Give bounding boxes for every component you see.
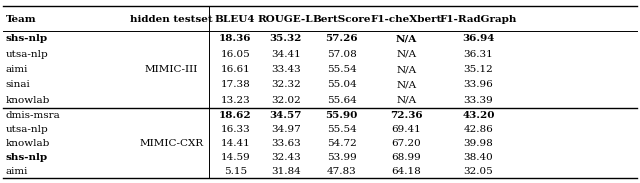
Text: knowlab: knowlab	[6, 139, 50, 148]
Text: 18.36: 18.36	[219, 34, 252, 43]
Text: 42.86: 42.86	[463, 125, 493, 134]
Text: 17.38: 17.38	[220, 80, 250, 89]
Text: sinai: sinai	[6, 80, 31, 89]
Text: N/A: N/A	[396, 96, 417, 105]
Text: 55.54: 55.54	[327, 125, 356, 134]
Text: 33.43: 33.43	[271, 65, 301, 74]
Text: 33.96: 33.96	[463, 80, 493, 89]
Text: 18.62: 18.62	[219, 111, 252, 119]
Text: 34.97: 34.97	[271, 125, 301, 134]
Text: 32.02: 32.02	[271, 96, 301, 105]
Text: 5.15: 5.15	[223, 167, 247, 176]
Text: hidden testset: hidden testset	[130, 15, 212, 24]
Text: N/A: N/A	[396, 65, 417, 74]
Text: BertScore: BertScore	[312, 15, 371, 24]
Text: 31.84: 31.84	[271, 167, 301, 176]
Text: shs-nlp: shs-nlp	[6, 34, 48, 43]
Text: 32.05: 32.05	[463, 167, 493, 176]
Text: 14.59: 14.59	[220, 153, 250, 162]
Text: 36.31: 36.31	[463, 50, 493, 59]
Text: knowlab: knowlab	[6, 96, 50, 105]
Text: 55.90: 55.90	[326, 111, 358, 119]
Text: F1-RadGraph: F1-RadGraph	[440, 15, 517, 24]
Text: 55.64: 55.64	[327, 96, 356, 105]
Text: 33.63: 33.63	[271, 139, 301, 148]
Text: N/A: N/A	[396, 50, 417, 59]
Text: shs-nlp: shs-nlp	[6, 153, 48, 162]
Text: 35.12: 35.12	[463, 65, 493, 74]
Text: BLEU4: BLEU4	[215, 15, 255, 24]
Text: 32.43: 32.43	[271, 153, 301, 162]
Text: utsa-nlp: utsa-nlp	[6, 50, 49, 59]
Text: Team: Team	[6, 15, 36, 24]
Text: 16.05: 16.05	[220, 50, 250, 59]
Text: 35.32: 35.32	[269, 34, 302, 43]
Text: 43.20: 43.20	[462, 111, 495, 119]
Text: F1-cheXbert: F1-cheXbert	[371, 15, 442, 24]
Text: aimi: aimi	[6, 167, 28, 176]
Text: 55.54: 55.54	[327, 65, 356, 74]
Text: N/A: N/A	[396, 80, 417, 89]
Text: 67.20: 67.20	[392, 139, 421, 148]
Text: 16.61: 16.61	[220, 65, 250, 74]
Text: MIMIC-III: MIMIC-III	[145, 65, 198, 74]
Text: ROUGE-L: ROUGE-L	[258, 15, 314, 24]
Text: 32.32: 32.32	[271, 80, 301, 89]
Text: 14.41: 14.41	[220, 139, 250, 148]
Text: 16.33: 16.33	[220, 125, 250, 134]
Text: 69.41: 69.41	[392, 125, 421, 134]
Text: aimi: aimi	[6, 65, 28, 74]
Text: 13.23: 13.23	[220, 96, 250, 105]
Text: utsa-nlp: utsa-nlp	[6, 125, 49, 134]
Text: 34.41: 34.41	[271, 50, 301, 59]
Text: 57.26: 57.26	[326, 34, 358, 43]
Text: 53.99: 53.99	[327, 153, 356, 162]
Text: 72.36: 72.36	[390, 111, 422, 119]
Text: 57.08: 57.08	[327, 50, 356, 59]
Text: 36.94: 36.94	[462, 34, 495, 43]
Text: 64.18: 64.18	[392, 167, 421, 176]
Text: 34.57: 34.57	[269, 111, 302, 119]
Text: 39.98: 39.98	[463, 139, 493, 148]
Text: 33.39: 33.39	[463, 96, 493, 105]
Text: N/A: N/A	[396, 34, 417, 43]
Text: MIMIC-CXR: MIMIC-CXR	[139, 139, 204, 148]
Text: 38.40: 38.40	[463, 153, 493, 162]
Text: dmis-msra: dmis-msra	[6, 111, 61, 119]
Text: 68.99: 68.99	[392, 153, 421, 162]
Text: 55.04: 55.04	[327, 80, 356, 89]
Text: 54.72: 54.72	[327, 139, 356, 148]
Text: 47.83: 47.83	[327, 167, 356, 176]
